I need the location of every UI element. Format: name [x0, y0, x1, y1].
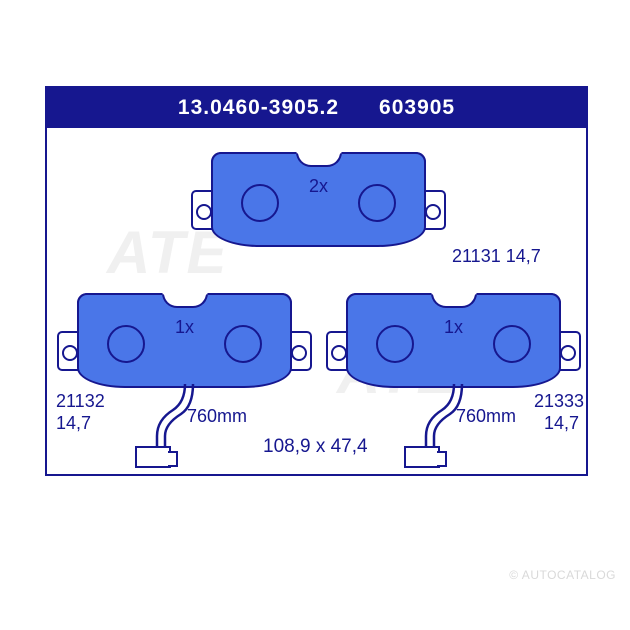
pad-notch — [296, 152, 342, 167]
piston-circle — [107, 325, 145, 363]
quantity-label: 1x — [444, 317, 463, 338]
piston-circle — [493, 325, 531, 363]
piston-circle — [241, 184, 279, 222]
quantity-label: 1x — [175, 317, 194, 338]
footer-watermark: © AUTOCATALOG — [509, 568, 616, 582]
piston-circle — [224, 325, 262, 363]
brake-pad-right: 1x — [346, 293, 561, 388]
pad-left-thickness: 14,7 — [56, 413, 91, 434]
short-code: 603905 — [379, 96, 455, 120]
pad-top-ref: 21131 14,7 — [452, 246, 541, 267]
quantity-label: 2x — [309, 176, 328, 197]
diagram-frame: ATE ATE 13.0460-3905.2 603905 2x 21131 1… — [45, 86, 588, 476]
pad-body: 2x — [211, 152, 426, 247]
pad-body: 1x — [77, 293, 292, 388]
pad-left-ref: 21132 — [56, 391, 105, 412]
piston-circle — [376, 325, 414, 363]
brake-pad-left: 1x — [77, 293, 292, 388]
piston-circle — [358, 184, 396, 222]
pad-notch — [162, 293, 208, 308]
pad-notch — [431, 293, 477, 308]
sensor-connector — [135, 446, 171, 468]
part-number: 13.0460-3905.2 — [178, 96, 339, 120]
wear-sensor-wire — [424, 384, 554, 454]
wear-sensor-wire — [155, 384, 285, 454]
sensor-connector — [404, 446, 440, 468]
pad-body: 1x — [346, 293, 561, 388]
brake-pad-top: 2x — [211, 152, 426, 247]
header-bar: 13.0460-3905.2 603905 — [47, 88, 586, 128]
